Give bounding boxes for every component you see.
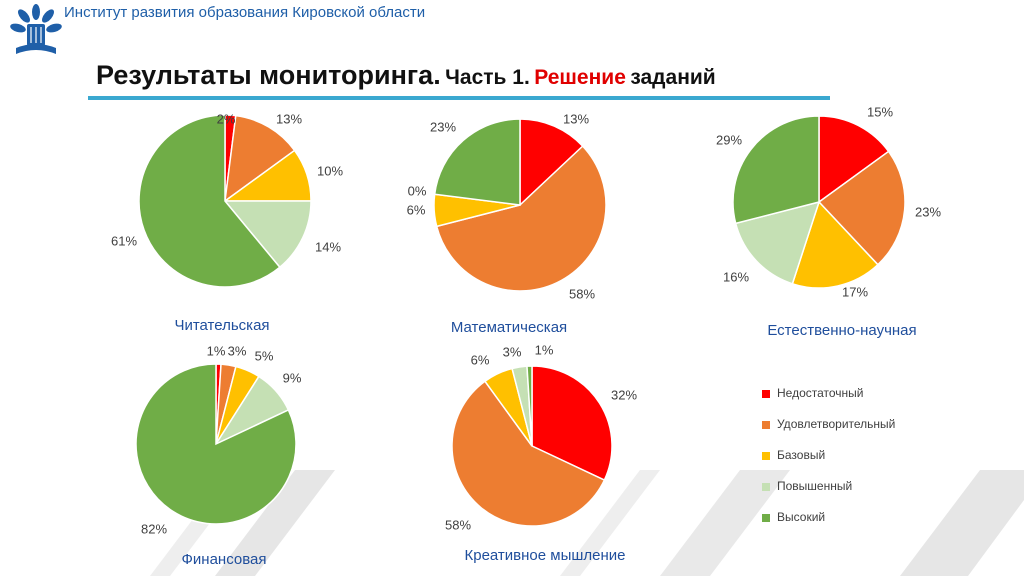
data-label: 23% xyxy=(430,119,456,134)
pie-slice xyxy=(519,118,584,207)
data-label: 13% xyxy=(563,111,589,126)
data-label: 16% xyxy=(723,269,749,284)
title-underline xyxy=(88,96,830,100)
data-label: 2% xyxy=(217,111,236,126)
data-label: 5% xyxy=(255,348,274,363)
chart-title: Читательская xyxy=(174,317,269,334)
title-accent: Решение xyxy=(534,66,626,89)
data-label: 82% xyxy=(141,521,167,536)
pie-slice xyxy=(224,114,296,203)
legend-label: Недостаточный xyxy=(777,386,864,400)
legend-swatch xyxy=(762,514,770,522)
data-label: 3% xyxy=(228,343,247,358)
legend-label: Повышенный xyxy=(777,479,853,493)
pie-slice xyxy=(433,118,521,206)
data-label: 1% xyxy=(207,343,226,358)
data-label: 6% xyxy=(471,352,490,367)
data-label: 13% xyxy=(276,111,302,126)
institute-logo xyxy=(10,4,62,54)
pie-slice xyxy=(451,380,606,527)
data-label: 29% xyxy=(716,132,742,147)
page-title: Результаты мониторинга. Часть 1. Решение… xyxy=(96,60,716,91)
pie-slice xyxy=(734,200,821,285)
data-label: 58% xyxy=(569,286,595,301)
organization-name: Институт развития образования Кировской … xyxy=(64,4,426,21)
chart-title: Креативное мышление xyxy=(464,547,625,564)
legend-label: Базовый xyxy=(777,448,826,462)
data-label: 17% xyxy=(842,284,868,299)
legend-swatch xyxy=(762,483,770,491)
data-label: 15% xyxy=(867,104,893,119)
title-tail: заданий xyxy=(630,66,716,89)
data-label: 6% xyxy=(407,202,426,217)
data-label: 61% xyxy=(111,233,137,248)
title-part: Часть 1. xyxy=(445,66,530,89)
pie-slice xyxy=(223,200,312,269)
title-main: Результаты мониторинга. xyxy=(96,60,441,90)
chart-title: Естественно-научная xyxy=(767,322,916,339)
pie-slice xyxy=(526,365,533,447)
data-label: 1% xyxy=(535,342,554,357)
pie-slice xyxy=(435,145,607,292)
pie-slice xyxy=(817,150,906,266)
data-label: 10% xyxy=(317,163,343,178)
legend-swatch xyxy=(762,390,770,398)
legend-swatch xyxy=(762,421,770,429)
pie-slice xyxy=(732,115,820,225)
chart-title: Математическая xyxy=(451,319,567,336)
data-label: 14% xyxy=(315,239,341,254)
data-label: 23% xyxy=(915,204,941,219)
legend-swatch xyxy=(762,452,770,460)
pie-slice xyxy=(138,114,281,288)
pie-slice xyxy=(135,363,297,525)
legend-label: Высокий xyxy=(777,510,826,524)
data-label: 9% xyxy=(283,370,302,385)
data-label: 58% xyxy=(445,517,471,532)
pie-slice xyxy=(791,200,879,289)
pie-slice xyxy=(531,365,613,482)
pie-slice xyxy=(818,115,890,204)
legend-label: Удовлетворительный xyxy=(777,417,896,431)
data-label: 32% xyxy=(611,387,637,402)
data-label: 3% xyxy=(503,344,522,359)
chart-title: Финансовая xyxy=(182,551,267,568)
data-label: 0% xyxy=(408,183,427,198)
